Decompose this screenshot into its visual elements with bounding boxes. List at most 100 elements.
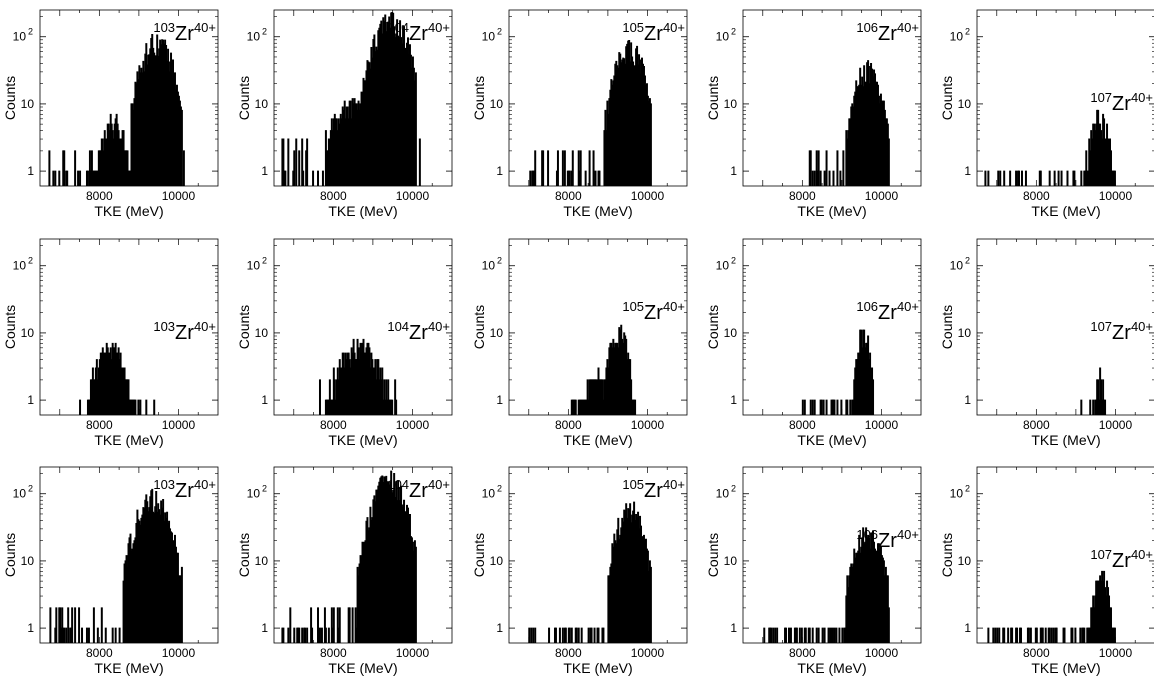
- histogram-bar-outline: [577, 150, 580, 186]
- isotope-symbol: Zr: [644, 23, 663, 45]
- isotope-mass: 104: [387, 319, 409, 334]
- plot-frame: [39, 238, 219, 416]
- histogram-bar-outline: [126, 150, 129, 186]
- x-ticks: [762, 467, 902, 643]
- y-ticks: [509, 473, 687, 629]
- plot-frame: [742, 9, 922, 187]
- histogram-bar-outline: [48, 150, 51, 186]
- histogram-bar-outline: [630, 379, 633, 415]
- histogram-bar-outline: [111, 627, 114, 643]
- histogram-bar-outline: [54, 170, 57, 186]
- histogram-bar-outline: [354, 607, 357, 643]
- histogram-bar-outline: [1113, 170, 1116, 186]
- y-axis-label: Counts: [705, 305, 721, 349]
- histogram-bar-outline: [825, 150, 828, 186]
- isotope-label: 105Zr40+: [622, 477, 685, 502]
- isotope-symbol: Zr: [878, 23, 897, 45]
- histogram-bars: [808, 60, 890, 186]
- histogram-bars: [528, 501, 652, 643]
- histogram-bar-outline: [1110, 607, 1112, 643]
- histogram-bar-outline: [1080, 170, 1083, 186]
- isotope-charge: 40+: [194, 319, 216, 334]
- x-tick-label: 10000: [631, 646, 665, 660]
- histogram-bar-outline: [987, 170, 990, 186]
- y-tick-label: 1: [496, 164, 503, 178]
- histogram-bar-outline: [649, 103, 652, 186]
- isotope-charge: 40+: [1131, 319, 1153, 334]
- histogram-bar-outline: [1052, 627, 1055, 643]
- y-tick-label: 10: [724, 97, 738, 111]
- histogram-bar-outline: [815, 150, 818, 186]
- histogram-bar-outline: [836, 399, 839, 415]
- y-tick-label-exponent: 2: [28, 27, 33, 37]
- histogram-bar-outline: [1066, 170, 1069, 186]
- x-ticks: [528, 239, 668, 415]
- y-axis-label: Counts: [471, 76, 487, 120]
- isotope-symbol: Zr: [644, 302, 663, 324]
- y-tick-label-exponent: 2: [965, 484, 970, 494]
- histogram-bar-outline: [1048, 627, 1051, 643]
- y-axis-label: Counts: [939, 76, 955, 120]
- histogram-bar-outline: [1029, 627, 1032, 643]
- histogram-bar-outline: [561, 150, 564, 186]
- histogram-bars: [1080, 367, 1107, 415]
- histogram-bar-outline: [284, 170, 287, 186]
- histogram-bars: [281, 12, 421, 186]
- histogram-bar-outline: [333, 379, 336, 415]
- histogram-bar-outline: [836, 150, 839, 186]
- y-tick-label: 10: [13, 487, 27, 501]
- x-ticks: [59, 239, 199, 415]
- histogram-bar-outline: [295, 138, 298, 186]
- x-axis-label: TKE (MeV): [94, 660, 163, 676]
- x-ticks: [293, 239, 433, 415]
- y-tick-label-exponent: 2: [497, 27, 502, 37]
- x-ticks: [59, 467, 199, 643]
- histogram-bar-outline: [594, 170, 597, 186]
- x-axis-label: TKE (MeV): [1031, 203, 1100, 219]
- histogram-bar-outline: [842, 150, 845, 186]
- y-axis-label: Counts: [705, 533, 721, 577]
- y-tick-label: 10: [958, 326, 972, 340]
- histogram-bar-outline: [139, 399, 142, 415]
- histogram-bar-outline: [598, 170, 601, 186]
- y-tick-label: 10: [482, 30, 496, 44]
- x-axis-label: TKE (MeV): [797, 660, 866, 676]
- histogram-bar-outline: [323, 607, 326, 643]
- isotope-charge: 40+: [1131, 547, 1153, 562]
- histogram-bar-outline: [832, 170, 835, 186]
- histogram-bar-outline: [984, 170, 987, 186]
- isotope-symbol: Zr: [409, 480, 428, 502]
- histogram-bar-outline: [579, 150, 582, 186]
- histogram-bar-outline: [823, 627, 826, 643]
- isotope-mass: 104: [387, 477, 409, 492]
- y-tick-label: 10: [716, 487, 730, 501]
- histogram-bar-outline: [584, 170, 587, 186]
- isotope-charge: 40+: [897, 527, 919, 542]
- histogram-bar-outline: [348, 607, 351, 643]
- y-ticks: [40, 245, 218, 401]
- x-ticks: [528, 10, 668, 186]
- histogram-bar-outline: [809, 150, 812, 186]
- histogram-bar-outline: [770, 627, 773, 643]
- histogram-bar-outline: [602, 627, 605, 643]
- histogram-bar-outline: [811, 399, 814, 415]
- x-tick-label: 10000: [631, 189, 665, 203]
- isotope-label: 103Zr40+: [153, 319, 216, 344]
- histogram-bar-outline: [1097, 379, 1100, 415]
- histogram-bar-outline: [998, 627, 1001, 643]
- y-tick-label: 10: [490, 554, 504, 568]
- histogram-bar-outline: [317, 607, 319, 643]
- y-axis-label: Counts: [236, 305, 252, 349]
- histogram-bar-outline: [835, 627, 838, 643]
- histogram-bar-outline: [338, 607, 341, 643]
- histogram-bar-outline: [801, 399, 804, 415]
- x-tick-label: 8000: [86, 646, 113, 660]
- histogram-bar-outline: [289, 607, 292, 643]
- histogram-bar-outline: [312, 170, 315, 186]
- histogram-bar-outline: [1009, 170, 1012, 186]
- histogram-bar-outline: [1057, 170, 1060, 186]
- histogram-bar-outline: [1085, 150, 1088, 186]
- x-tick-label: 10000: [396, 646, 430, 660]
- x-axis-label: TKE (MeV): [797, 432, 866, 448]
- histogram-bar-outline: [1110, 150, 1112, 186]
